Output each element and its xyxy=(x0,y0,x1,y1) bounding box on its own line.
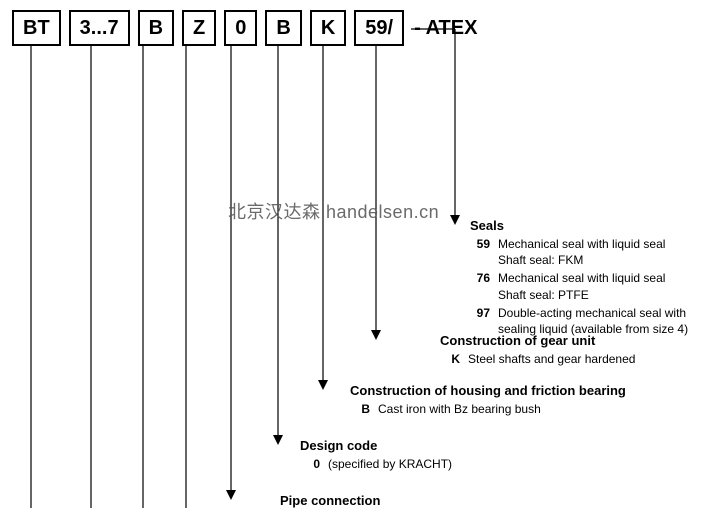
code-box-b1: B xyxy=(138,10,174,46)
code-box-k: K xyxy=(310,10,346,46)
seals-title: Seals xyxy=(470,218,690,233)
code-box-size: 3...7 xyxy=(69,10,130,46)
gear-title: Construction of gear unit xyxy=(440,333,690,348)
watermark: 北京汉达森 handelsen.cn xyxy=(228,198,439,224)
seals-code-76: 76 xyxy=(470,270,498,302)
gear-item-k: K Steel shafts and gear hardened xyxy=(440,351,690,367)
design-title: Design code xyxy=(300,438,600,453)
gear-text-k: Steel shafts and gear hardened xyxy=(468,351,690,367)
code-box-z: Z xyxy=(182,10,216,46)
code-box-bt: BT xyxy=(12,10,61,46)
section-gear: Construction of gear unit K Steel shafts… xyxy=(440,333,690,369)
seals-text-59: Mechanical seal with liquid seal Shaft s… xyxy=(498,236,690,268)
housing-text-b: Cast iron with Bz bearing bush xyxy=(378,401,690,417)
section-seals: Seals 59 Mechanical seal with liquid sea… xyxy=(470,218,690,339)
section-design: Design code 0 (specified by KRACHT) xyxy=(300,438,600,474)
suffix-atex: - ATEX xyxy=(412,17,477,40)
gear-code-k: K xyxy=(440,351,468,367)
section-housing: Construction of housing and friction bea… xyxy=(350,383,690,419)
design-item-0: 0 (specified by KRACHT) xyxy=(300,456,600,472)
housing-code-b: B xyxy=(350,401,378,417)
seals-item-59: 59 Mechanical seal with liquid seal Shaf… xyxy=(470,236,690,268)
design-text-0: (specified by KRACHT) xyxy=(328,456,600,472)
code-box-59: 59/ xyxy=(354,10,404,46)
code-box-0: 0 xyxy=(224,10,257,46)
housing-title: Construction of housing and friction bea… xyxy=(350,383,690,398)
design-code-0: 0 xyxy=(300,456,328,472)
pipe-title: Pipe connection xyxy=(280,493,580,508)
housing-item-b: B Cast iron with Bz bearing bush xyxy=(350,401,690,417)
section-pipe: Pipe connection xyxy=(280,493,580,511)
code-row: BT 3...7 B Z 0 B K 59/ - ATEX xyxy=(12,10,477,46)
code-box-b2: B xyxy=(265,10,301,46)
seals-text-76: Mechanical seal with liquid seal Shaft s… xyxy=(498,270,690,302)
seals-item-76: 76 Mechanical seal with liquid seal Shaf… xyxy=(470,270,690,302)
seals-code-59: 59 xyxy=(470,236,498,268)
